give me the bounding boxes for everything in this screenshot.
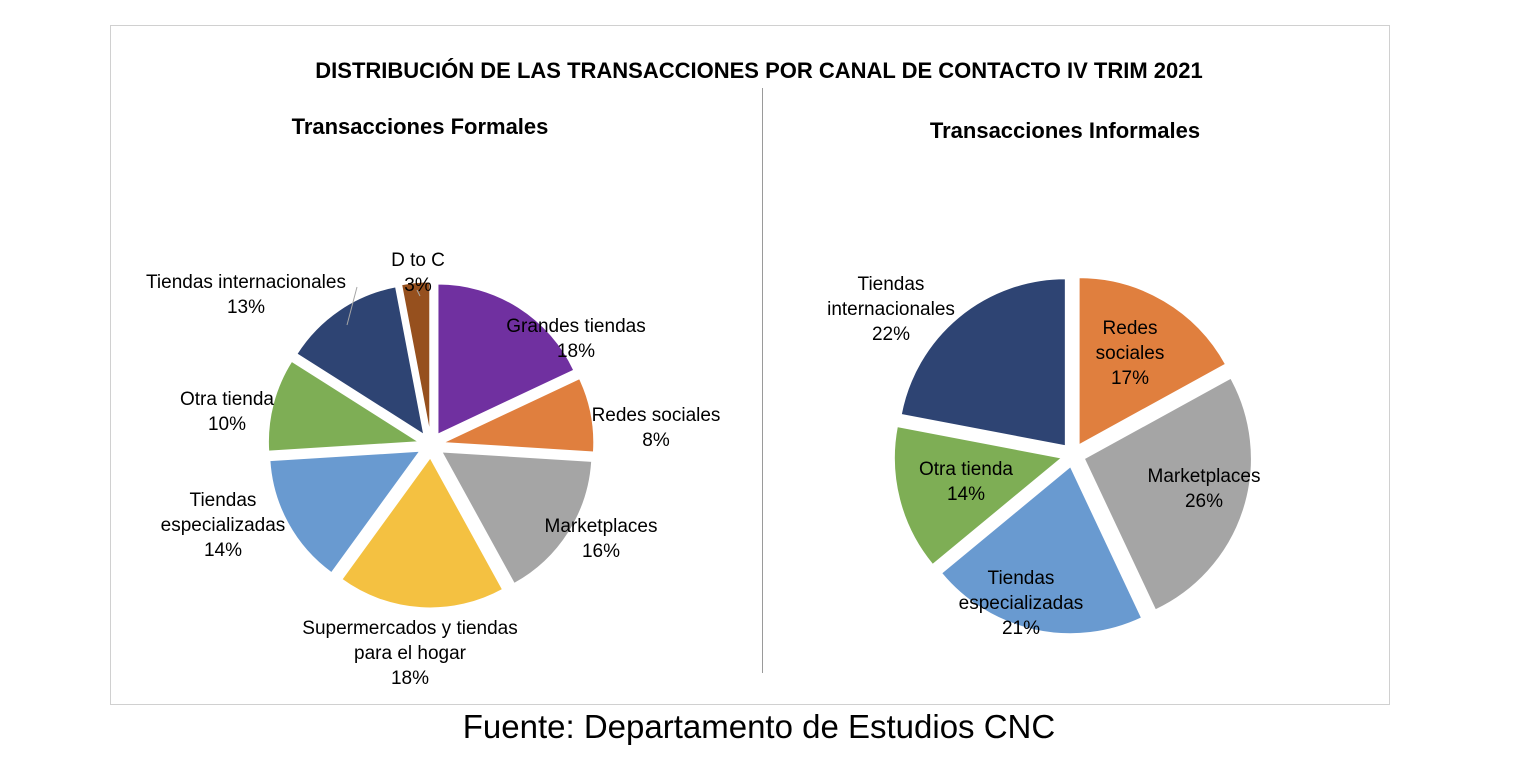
pie-value-informales-tiendas-especializadas: 21% (1002, 618, 1040, 639)
pie-charts: Transacciones Formales Transacciones Inf… (146, 114, 1260, 689)
pie-slice-formales-tiendas-especializadas (269, 450, 421, 574)
pie-label-formales-tiendas-especializadas: Tiendas especializadas 14% (161, 490, 286, 561)
pie-label-formales-supermercados-y-tiendas-para-el-hogar: Supermercados y tiendas para el hogar 18% (302, 618, 517, 689)
pie-value-formales-supermercados-y-tiendas-para-el-hogar: 18% (391, 668, 429, 689)
pie-slice-informales-tiendas-especializadas (941, 465, 1143, 635)
pie-label-formales-marketplaces: Marketplaces 16% (545, 516, 658, 562)
pie-title-informales: Transacciones Informales (930, 118, 1200, 143)
pie-value-formales-redes-sociales: 8% (642, 430, 670, 451)
pie-value-formales-otra-tienda: 10% (208, 414, 246, 435)
pie-value-formales-marketplaces: 16% (582, 541, 620, 562)
pie-label-informales-marketplaces: Marketplaces 26% (1148, 466, 1261, 512)
main-title: DISTRIBUCIÓN DE LAS TRANSACCIONES POR CA… (315, 58, 1203, 83)
pie-value-formales-tiendas-internacionales: 13% (227, 297, 265, 318)
pie-value-informales-otra-tienda: 14% (947, 484, 985, 505)
pie-value-formales-tiendas-especializadas: 14% (204, 540, 242, 561)
pie-value-formales-grandes-tiendas: 18% (557, 341, 595, 362)
pie-label-informales-redes-sociales: Redes sociales 17% (1096, 318, 1165, 389)
pie-label-formales-grandes-tiendas: Grandes tiendas 18% (506, 316, 645, 362)
pie-label-formales-tiendas-internacionales: Tiendas internacionales 13% (146, 272, 346, 318)
pie-title-formales: Transacciones Formales (292, 114, 549, 139)
leader-line-formales-tiendas-internacionales (346, 286, 358, 326)
pie-label-formales-d-to-c: D to C 3% (391, 250, 445, 296)
pie-formales: Grandes tiendas 18% Redes sociales 8% Market… (146, 250, 720, 689)
pie-slice-informales-marketplaces (1083, 377, 1252, 611)
pie-slice-formales-tiendas-internacionales (296, 286, 425, 436)
pie-value-informales-redes-sociales: 17% (1111, 368, 1149, 389)
pie-slice-formales-supermercados-y-tiendas-para-el-hogar (341, 457, 504, 609)
pie-label-informales-otra-tienda: Otra tienda 14% (919, 459, 1013, 505)
pie-label-formales-redes-sociales: Redes sociales 8% (592, 405, 721, 451)
pie-slice-formales-marketplaces (441, 451, 593, 585)
pie-label-formales-otra-tienda: Otra tienda 10% (180, 389, 274, 435)
pie-label-informales-tiendas-internacionales: Tiendas internacionales 22% (827, 274, 955, 345)
pie-slice-informales-redes-sociales (1078, 277, 1227, 446)
leader-line-formales-d-to-c (416, 289, 421, 297)
pie-slice-formales-grandes-tiendas (437, 283, 575, 435)
pie-slice-informales-tiendas-internacionales (900, 278, 1066, 447)
source-note: Fuente: Departamento de Estudios CNC (462, 708, 1056, 745)
chart-frame (110, 25, 1390, 705)
pie-slice-informales-otra-tienda (893, 426, 1063, 566)
pie-slice-formales-d-to-c (401, 281, 431, 433)
pie-informales: Redes sociales 17% Marketplaces 26% Tiendas es… (827, 274, 1260, 639)
pie-value-informales-tiendas-internacionales: 22% (872, 324, 910, 345)
chart-divider (762, 88, 763, 673)
pie-value-informales-marketplaces: 26% (1185, 491, 1223, 512)
pie-slice-formales-otra-tienda (267, 360, 420, 452)
pie-slice-formales-redes-sociales (443, 378, 595, 453)
pie-value-formales-d-to-c: 3% (404, 275, 432, 296)
pie-label-informales-tiendas-especializadas: Tiendas especializadas 21% (959, 568, 1084, 639)
